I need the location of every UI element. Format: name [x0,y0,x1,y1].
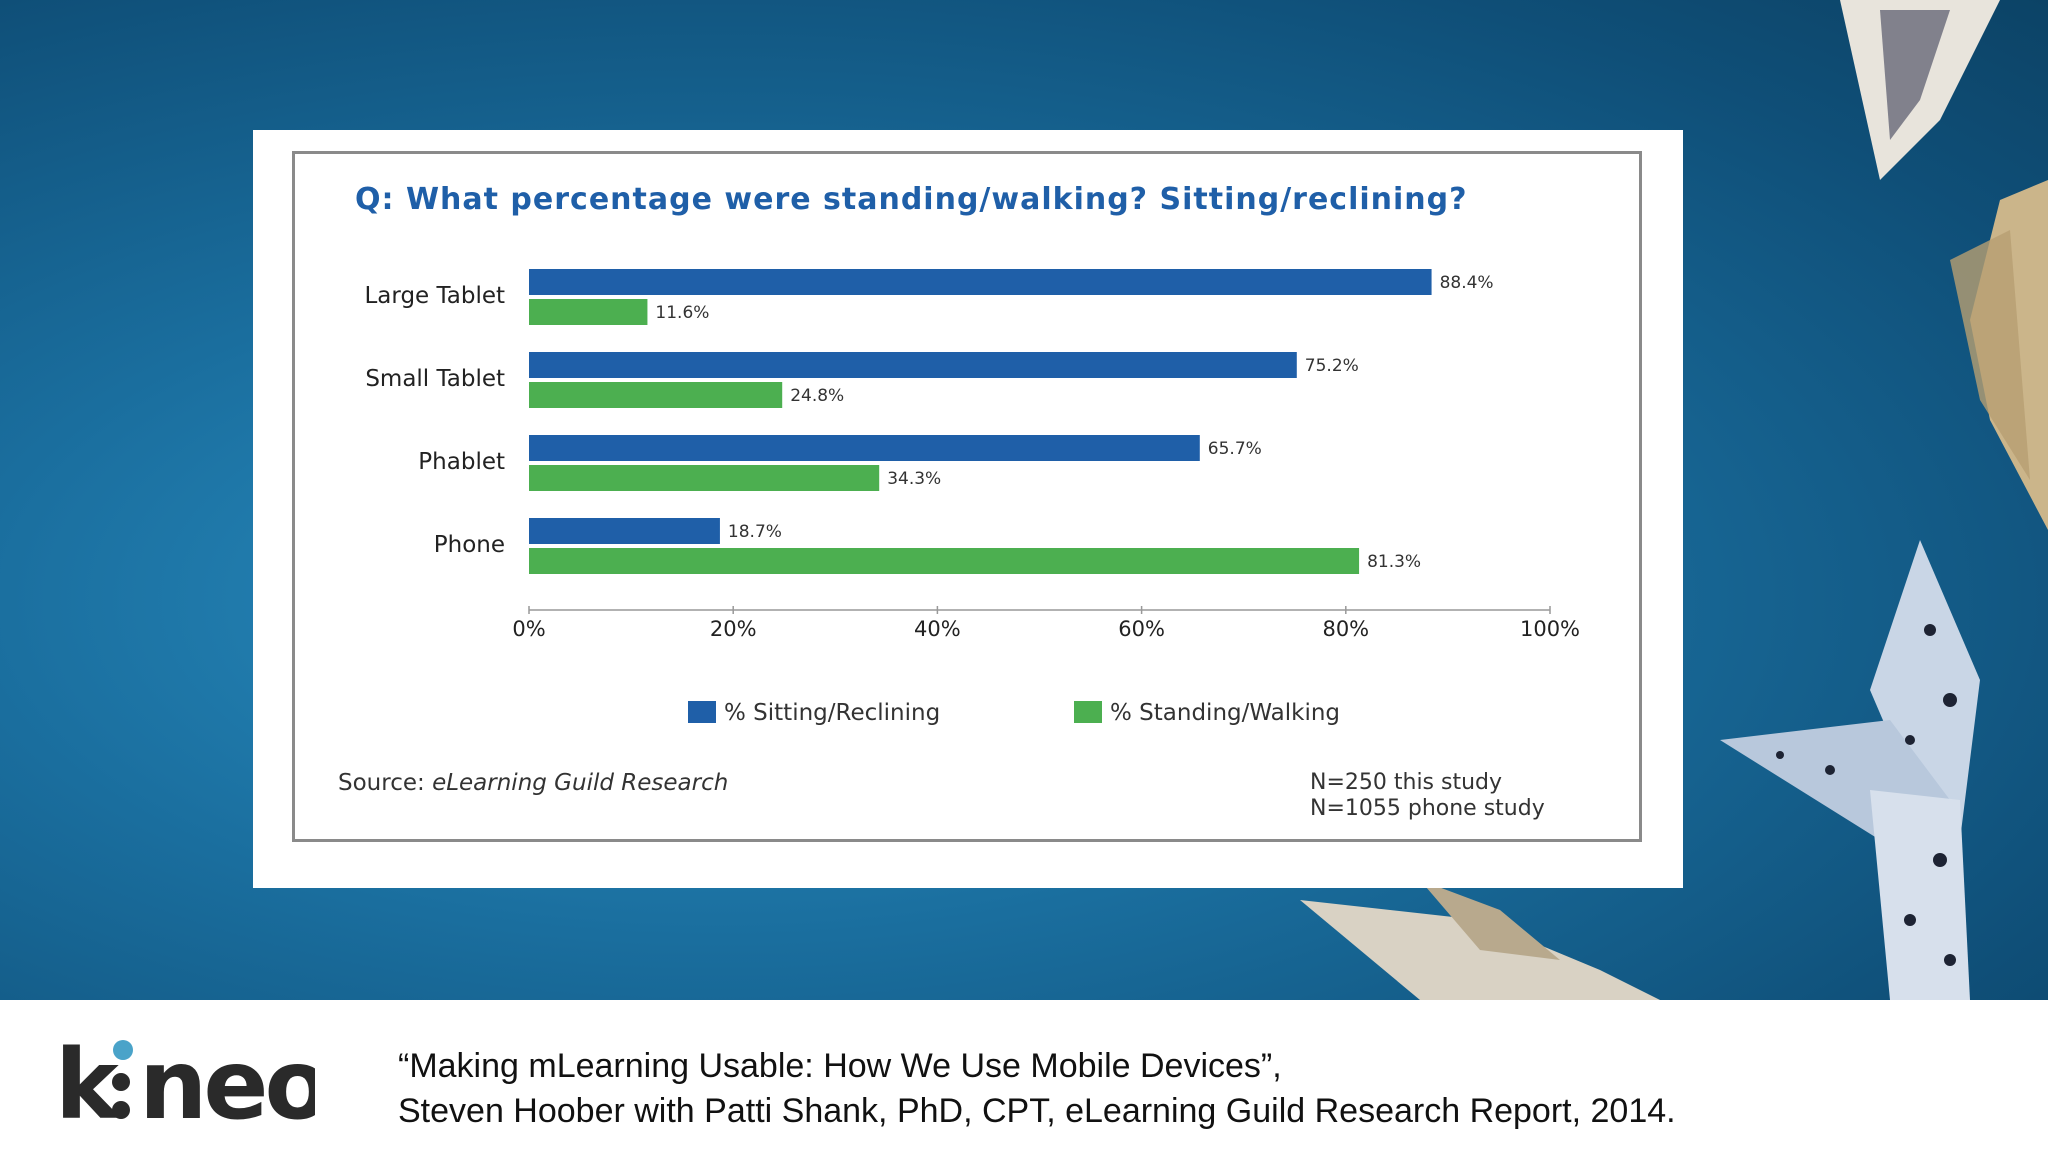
sample-size-notes: N=250 this study N=1055 phone study [1310,770,1545,822]
legend-label-sitting: % Sitting/Reclining [724,700,941,726]
data-label-small-tablet-sitting: 75.2% [1305,356,1359,376]
data-label-large-tablet-sitting: 88.4% [1440,273,1494,293]
bar-phone-standing [529,548,1360,574]
origami-crane-right [1720,540,1980,1000]
bar-phone-sitting [529,518,720,544]
data-label-phablet-sitting: 65.7% [1208,439,1262,459]
sample-size-line-2: N=1055 phone study [1310,796,1545,821]
x-tick-label-1: 20% [710,617,757,641]
legend-swatch-standing [1074,701,1102,723]
svg-text:neo: neo [139,1030,315,1130]
legend-item-sitting: % Sitting/Reclining [688,700,940,726]
bar-small-tablet-standing [529,382,783,408]
source-name: eLearning Guild Research [432,770,729,796]
category-label-large-tablet: Large Tablet [364,283,505,309]
category-label-small-tablet: Small Tablet [365,366,505,392]
data-label-small-tablet-standing: 24.8% [790,386,844,406]
bar-large-tablet-sitting [529,269,1432,295]
bar-small-tablet-sitting [529,352,1297,378]
category-label-phablet: Phablet [418,449,505,475]
x-tick-label-3: 60% [1118,617,1165,641]
chart-frame [292,151,1642,842]
citation-line-2: Steven Hoober with Patti Shank, PhD, CPT… [398,1092,1676,1130]
data-label-phablet-standing: 34.3% [887,469,941,489]
category-label-phone: Phone [434,532,505,558]
data-label-phone-sitting: 18.7% [728,522,782,542]
bar-phablet-standing [529,465,880,491]
data-label-large-tablet-standing: 11.6% [655,303,709,323]
citation-line-1: “Making mLearning Usable: How We Use Mob… [398,1047,1282,1085]
x-tick-label-4: 80% [1322,617,1369,641]
origami-crane-bottom [1300,880,1660,1000]
bar-phablet-sitting [529,435,1200,461]
source-prefix: Source: [338,770,433,796]
bar-large-tablet-standing [529,299,648,325]
legend-item-standing: % Standing/Walking [1074,700,1340,726]
x-tick-label-2: 40% [914,617,961,641]
data-label-phone-standing: 81.3% [1367,552,1421,572]
chart-panel [253,130,1683,888]
legend-swatch-sitting [688,701,716,723]
sample-size-line-1: N=250 this study [1310,770,1503,795]
x-tick-label-5: 100% [1520,617,1580,641]
bar-chart: Large Tablet 88.4% 11.6% Small Tablet 75.2% 2… [364,269,1580,641]
origami-crane-top-right [1840,0,2048,530]
svg-text:k: k [55,1030,121,1130]
citation: “Making mLearning Usable: How We Use Mob… [398,1044,1676,1134]
chart-title: Q: What percentage were standing/walking… [355,182,1468,217]
legend-label-standing: % Standing/Walking [1110,700,1341,726]
kineo-logo: k neo [55,1030,315,1130]
footer-bar [0,1000,2048,1152]
x-tick-label-0: 0% [512,617,545,641]
source-note: Source: eLearning Guild Research [338,770,728,796]
